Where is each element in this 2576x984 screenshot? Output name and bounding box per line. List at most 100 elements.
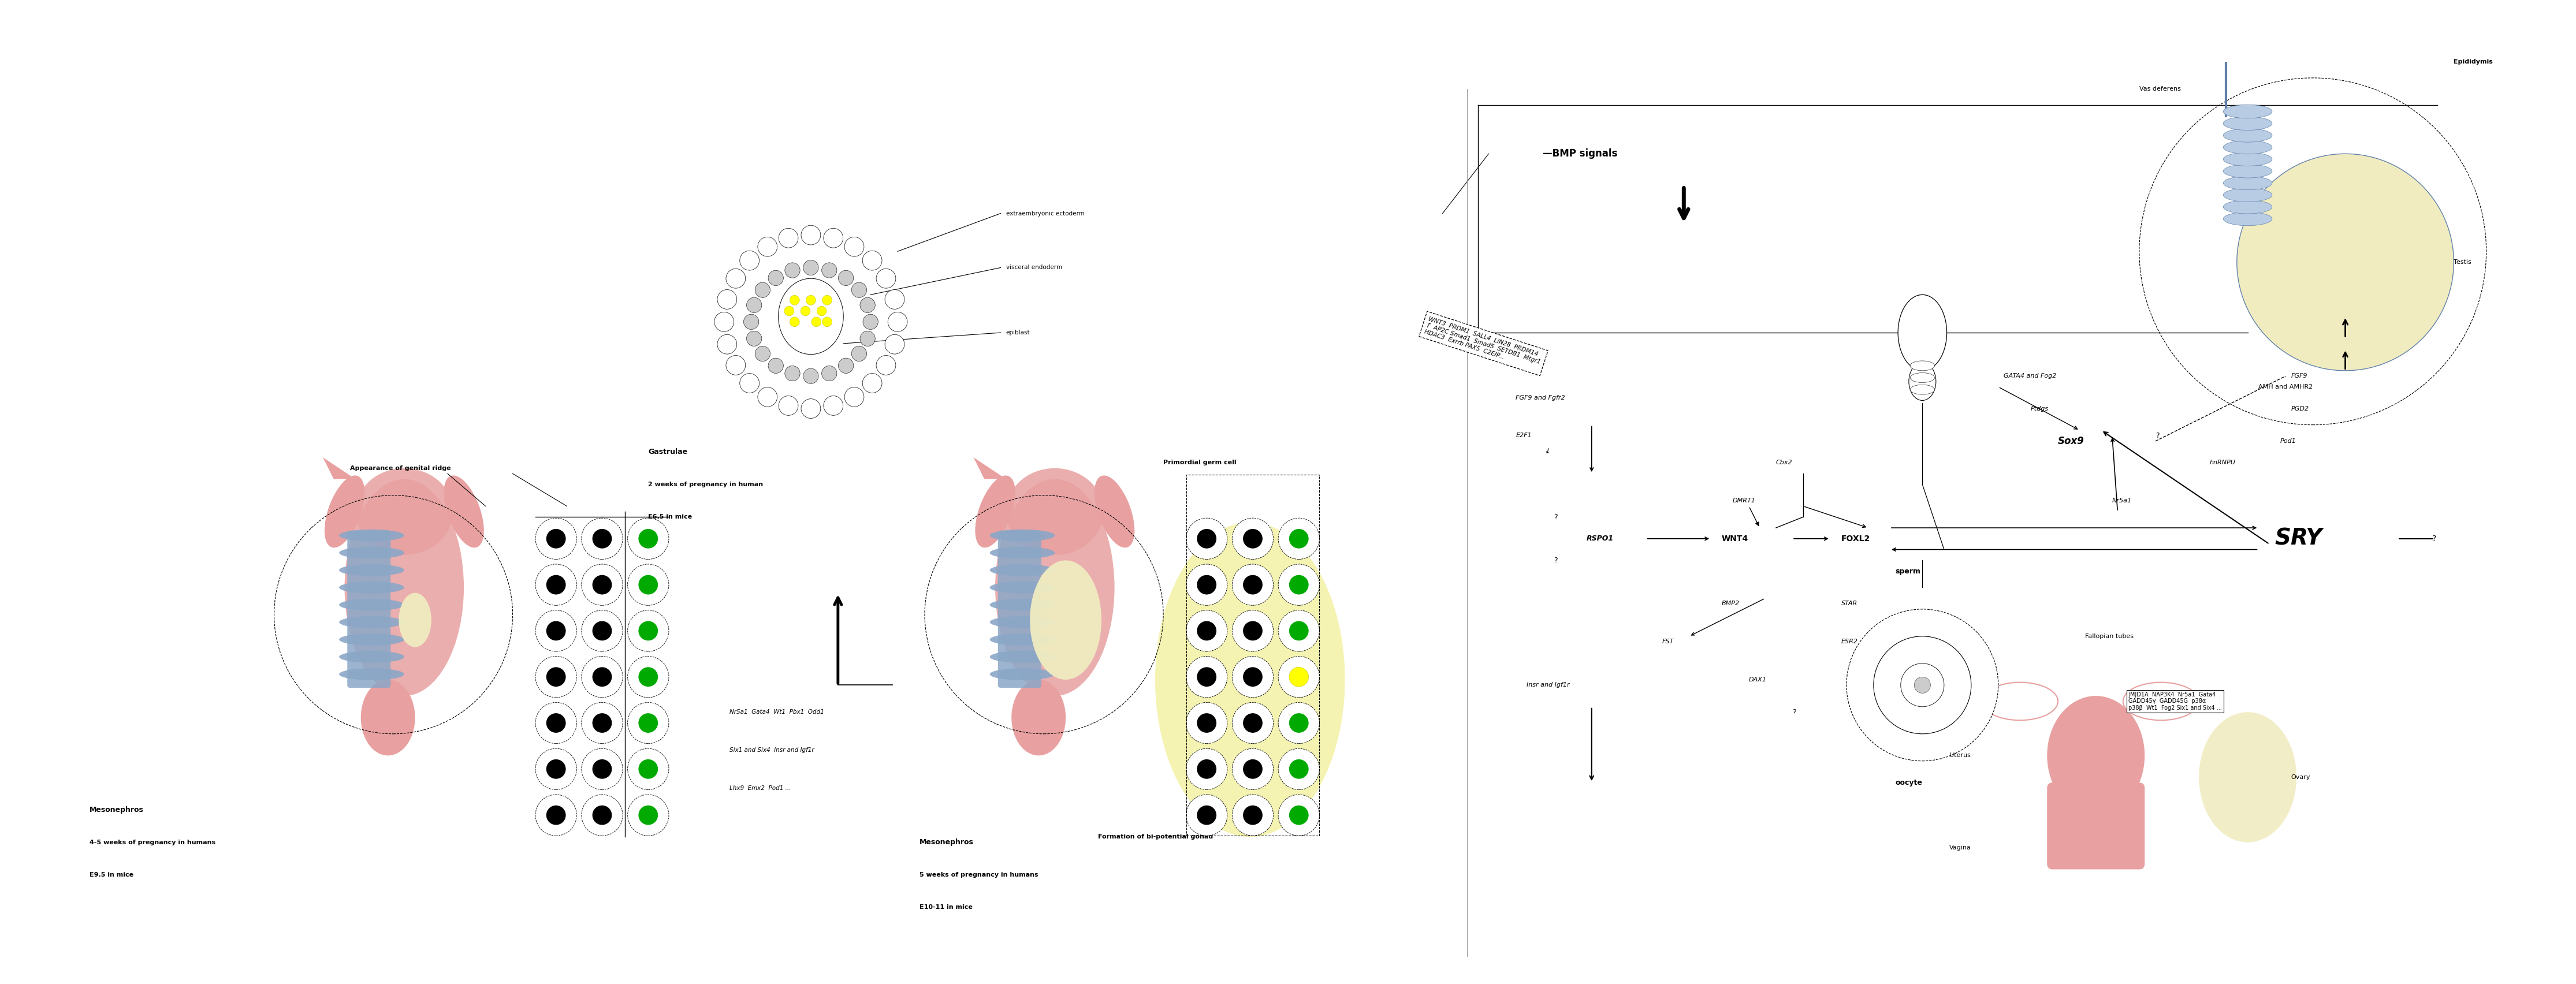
Circle shape	[853, 346, 866, 361]
Circle shape	[1288, 713, 1309, 733]
Text: DMRT1: DMRT1	[1734, 498, 1757, 504]
Circle shape	[1278, 794, 1319, 835]
Circle shape	[739, 251, 760, 271]
Circle shape	[853, 282, 866, 297]
Circle shape	[747, 331, 762, 346]
Circle shape	[1185, 656, 1226, 698]
Circle shape	[1231, 564, 1273, 605]
Circle shape	[1231, 610, 1273, 651]
Ellipse shape	[2223, 200, 2272, 214]
Circle shape	[1901, 663, 1945, 707]
Circle shape	[801, 225, 822, 245]
Text: Fallopian tubes: Fallopian tubes	[2084, 634, 2133, 640]
Text: hnRNPU: hnRNPU	[2210, 460, 2236, 465]
Text: ?: ?	[1553, 557, 1558, 564]
Ellipse shape	[2223, 164, 2272, 178]
Ellipse shape	[989, 564, 1054, 576]
Circle shape	[536, 519, 577, 559]
Ellipse shape	[1095, 475, 1133, 548]
Ellipse shape	[1911, 385, 1935, 395]
Ellipse shape	[2223, 188, 2272, 202]
Circle shape	[1198, 805, 1216, 825]
Ellipse shape	[989, 616, 1054, 628]
Text: Epididymis: Epididymis	[2455, 59, 2494, 65]
Circle shape	[886, 289, 904, 309]
Circle shape	[778, 228, 799, 248]
Ellipse shape	[1911, 361, 1935, 371]
Circle shape	[1288, 760, 1309, 778]
Ellipse shape	[2223, 153, 2272, 166]
Circle shape	[817, 306, 827, 316]
Ellipse shape	[2223, 141, 2272, 154]
Circle shape	[629, 610, 670, 651]
Circle shape	[768, 358, 783, 373]
Circle shape	[1198, 621, 1216, 641]
Circle shape	[1231, 703, 1273, 744]
Circle shape	[876, 355, 896, 375]
Text: 4-5 weeks of pregnancy in humans: 4-5 weeks of pregnancy in humans	[90, 839, 216, 845]
Ellipse shape	[989, 634, 1054, 646]
Text: Primordial germ cell: Primordial germ cell	[1164, 460, 1236, 465]
Circle shape	[755, 346, 770, 361]
Circle shape	[1198, 529, 1216, 548]
Text: ESR2: ESR2	[1842, 639, 1857, 645]
Circle shape	[860, 297, 876, 313]
Bar	[1185, 474, 1319, 835]
Ellipse shape	[1911, 373, 1935, 383]
Circle shape	[1914, 677, 1929, 693]
Text: epiblast: epiblast	[1007, 330, 1030, 336]
Text: visceral endoderm: visceral endoderm	[1007, 265, 1061, 271]
Text: Six1 and Six4  Insr and Igf1r: Six1 and Six4 Insr and Igf1r	[729, 747, 814, 753]
Circle shape	[822, 317, 832, 327]
Circle shape	[714, 312, 734, 332]
Circle shape	[536, 610, 577, 651]
Circle shape	[592, 713, 613, 733]
Circle shape	[1231, 519, 1273, 559]
Text: FST: FST	[1662, 639, 1674, 645]
Circle shape	[1231, 749, 1273, 790]
Text: oocyte: oocyte	[1896, 779, 1922, 786]
Text: extraembryonic ectoderm: extraembryonic ectoderm	[1007, 211, 1084, 216]
Circle shape	[1185, 564, 1226, 605]
Circle shape	[889, 312, 907, 332]
Ellipse shape	[2166, 5, 2182, 42]
Circle shape	[747, 297, 762, 313]
Ellipse shape	[399, 593, 430, 647]
Ellipse shape	[1007, 468, 1103, 555]
Ellipse shape	[345, 479, 464, 696]
Ellipse shape	[340, 529, 404, 541]
Circle shape	[1185, 610, 1226, 651]
Circle shape	[1278, 749, 1319, 790]
Polygon shape	[322, 458, 355, 479]
Circle shape	[837, 358, 853, 373]
Circle shape	[1185, 703, 1226, 744]
Circle shape	[639, 713, 657, 733]
Circle shape	[1244, 760, 1262, 778]
Circle shape	[1244, 529, 1262, 548]
Text: 2 weeks of pregnancy in human: 2 weeks of pregnancy in human	[649, 481, 762, 487]
Ellipse shape	[2200, 712, 2295, 842]
Circle shape	[716, 289, 737, 309]
Text: ?: ?	[1553, 514, 1558, 521]
Ellipse shape	[340, 599, 404, 611]
Circle shape	[546, 529, 567, 548]
Circle shape	[786, 263, 801, 277]
Circle shape	[536, 749, 577, 790]
Circle shape	[886, 335, 904, 354]
Circle shape	[546, 667, 567, 687]
Text: PGD2: PGD2	[2290, 405, 2308, 411]
Ellipse shape	[989, 650, 1054, 663]
Text: WNT3  PRDM1  SALL4  LIN28  PRDM14
T  AP2C Smad1  Smad5  SETDB1  Mtgr1
HDAC3  Exr: WNT3 PRDM1 SALL4 LIN28 PRDM14 T AP2C Sma…	[1425, 316, 1543, 371]
FancyBboxPatch shape	[997, 530, 1041, 688]
Text: Cbx2: Cbx2	[1775, 460, 1793, 465]
Ellipse shape	[994, 479, 1115, 696]
Ellipse shape	[989, 668, 1054, 680]
Text: Lhx9  Emx2  Pod1 ...: Lhx9 Emx2 Pod1 ...	[729, 785, 791, 791]
Circle shape	[582, 564, 623, 605]
Text: GATA4 and Fog2: GATA4 and Fog2	[2004, 373, 2056, 379]
Text: Sox9: Sox9	[2058, 436, 2084, 447]
Circle shape	[536, 703, 577, 744]
Circle shape	[804, 368, 819, 384]
Ellipse shape	[340, 564, 404, 576]
Text: SRY: SRY	[2275, 527, 2324, 550]
